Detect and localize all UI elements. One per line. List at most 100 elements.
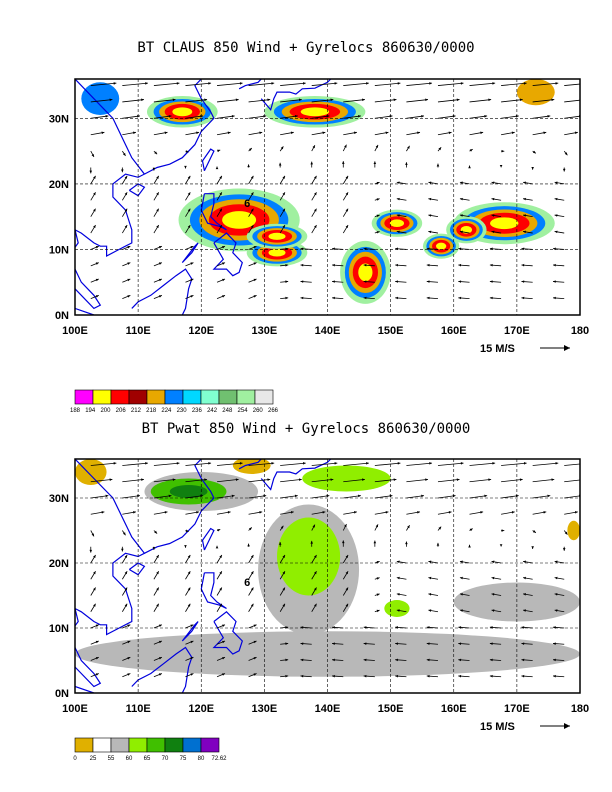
wind-vector-head [491, 609, 495, 612]
wind-vector-head [458, 626, 462, 629]
wind-vector-head [460, 462, 464, 465]
wind-vector-head [95, 640, 99, 644]
wind-vector-head [222, 246, 226, 249]
wind-vector-head [219, 175, 222, 179]
wind-vector-head [196, 511, 200, 514]
wind-vector [532, 99, 555, 103]
wind-vector [406, 82, 433, 86]
wind-vector-head [137, 494, 140, 498]
colorbar-swatch [182, 737, 202, 753]
wind-vector-head [285, 280, 289, 283]
cloud-cell [516, 79, 555, 106]
wind-vector-head [93, 192, 96, 196]
cloud-cell [268, 248, 286, 257]
wind-vector-head [551, 98, 555, 102]
pwat-region [75, 459, 107, 485]
wind-vector-head [436, 542, 440, 546]
wind-vector-head [373, 161, 377, 165]
wind-vector-head [428, 214, 432, 217]
wind-vector-head [459, 214, 463, 217]
wind-vector-head [267, 98, 271, 102]
wind-vector [153, 99, 176, 103]
cloud-cell [172, 107, 193, 117]
wind-vector-head [248, 527, 252, 531]
wind-vector [280, 495, 298, 499]
wind-vector-head [300, 674, 304, 678]
wind-vector-head [553, 247, 556, 251]
wind-vector-head [395, 674, 398, 678]
wind-vector-head [531, 546, 534, 549]
wind-vector-head [156, 192, 159, 196]
wind-vector-head [564, 531, 568, 535]
wind-vector-head [489, 247, 493, 251]
wind-vector-head [158, 278, 162, 282]
ref-vector-label: 15 M/S [480, 721, 515, 733]
wind-vector-head [376, 609, 380, 613]
wind-vector-head [124, 225, 128, 229]
coastline [128, 562, 146, 576]
coastline [75, 685, 95, 693]
wind-vector-head [344, 144, 347, 148]
wind-vector-head [553, 296, 556, 300]
wind-vector-head [358, 115, 361, 118]
wind-vector-head [491, 560, 495, 564]
wind-vector-head [515, 115, 519, 118]
coastline [75, 459, 146, 688]
colorbar-label: 60 [126, 756, 133, 762]
wind-vector-head [448, 131, 452, 135]
wind-vector-head [438, 526, 442, 530]
wind-vector-head [555, 462, 559, 465]
wind-vector-head [458, 674, 462, 678]
wind-vector-head [484, 115, 488, 118]
wind-vector-head [396, 576, 400, 580]
wind-vector-head [127, 624, 131, 628]
ref-vector-head [564, 345, 570, 351]
wind-vector-head [127, 673, 131, 676]
colorbar-label: 212 [131, 408, 142, 414]
wind-vector [532, 462, 559, 466]
pwat-region [302, 465, 391, 492]
wind-vector-head [95, 673, 99, 676]
wind-vector-head [285, 296, 289, 300]
wind-vector-head [113, 462, 117, 465]
wind-vector [280, 462, 306, 466]
wind-vector-head [358, 494, 361, 498]
wind-vector-head [426, 658, 430, 662]
coastline [201, 148, 215, 172]
wind-vector-head [426, 280, 430, 283]
wind-vector-head [95, 295, 99, 298]
wind-vector-head [376, 577, 380, 580]
wind-vector-head [376, 198, 380, 201]
wind-vector-head [543, 511, 547, 514]
wind-vector-head [227, 131, 231, 135]
wind-vector-head [452, 494, 456, 498]
wind-vector-head [458, 642, 462, 645]
wind-vector [280, 115, 298, 119]
wind-vector-head [345, 587, 349, 591]
colorbar-label: 254 [238, 408, 249, 414]
wind-vector [564, 495, 580, 499]
coastline [260, 459, 332, 491]
wind-vector-head [421, 115, 425, 118]
cloud-cell [81, 82, 120, 116]
wind-vector-head [583, 478, 586, 481]
wind-vector [90, 478, 113, 483]
wind-vector-head [448, 511, 452, 514]
wind-vector-head [553, 674, 556, 678]
wind-vector-head [259, 511, 263, 514]
wind-vector-head [239, 82, 243, 85]
wind-vector-head [341, 161, 345, 164]
wind-vector-head [154, 151, 158, 155]
colorbar-label: 55 [108, 756, 115, 762]
wind-vector-head [395, 642, 398, 645]
wind-vector-head [271, 462, 275, 465]
wind-vector-head [285, 626, 289, 629]
wind-vector-head [554, 593, 558, 596]
wind-vector-head [554, 181, 558, 185]
wind-vector-head [426, 674, 430, 678]
wind-vector-head [122, 152, 126, 156]
wind-vector [185, 462, 212, 466]
wind-vector [248, 495, 267, 499]
wind-vector [248, 115, 267, 119]
